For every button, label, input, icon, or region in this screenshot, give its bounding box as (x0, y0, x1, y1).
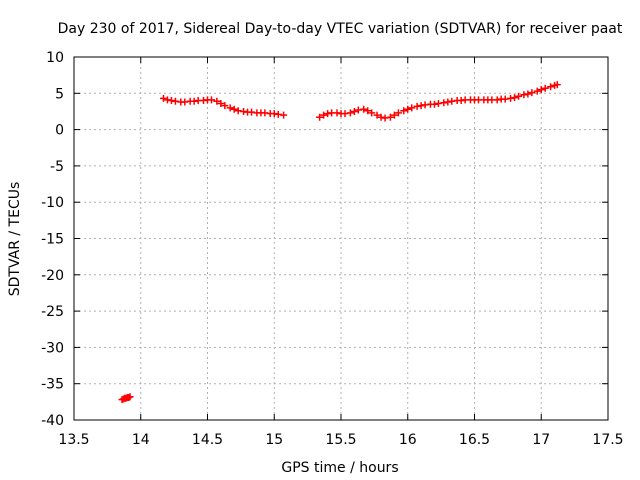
data-point (217, 99, 225, 107)
data-point (553, 81, 561, 89)
data-point (547, 83, 555, 91)
y-tick-label: 5 (55, 86, 64, 102)
y-tick-label: -20 (41, 268, 64, 284)
y-tick-label: -5 (50, 159, 64, 175)
y-tick-label: -30 (41, 340, 64, 356)
data-point (515, 92, 523, 100)
data-point (368, 109, 376, 117)
y-axis-title: SDTVAR / TECUs (7, 182, 23, 297)
data-point (408, 104, 416, 112)
data-point (221, 102, 229, 110)
chart-title: Day 230 of 2017, Sidereal Day-to-day VTE… (58, 21, 623, 37)
data-point (208, 96, 216, 104)
grid-layer (74, 57, 608, 420)
data-point (346, 109, 354, 117)
x-tick-labels: 13.5 14 14.5 15 15.5 16 16.5 17 17.5 (58, 432, 623, 448)
data-point (390, 111, 398, 119)
x-tick-label: 17.5 (592, 432, 623, 448)
data-point (360, 105, 368, 113)
plot-border (73, 56, 609, 421)
x-tick-label: 13.5 (58, 432, 89, 448)
data-point (386, 113, 394, 121)
data-point (524, 90, 532, 98)
data-point (226, 104, 234, 112)
data-point (537, 86, 545, 94)
y-tick-label: -40 (41, 413, 64, 429)
data-point (126, 393, 134, 401)
y-tick-label: -25 (41, 304, 64, 320)
data-point (350, 107, 358, 115)
x-tick-label: 17 (532, 432, 550, 448)
data-points (118, 81, 561, 404)
x-tick-label: 14 (132, 432, 150, 448)
data-point (280, 111, 288, 119)
data-point (511, 94, 519, 102)
y-tick-labels: -40 -35 -30 -25 -20 -15 -10 -5 0 5 10 (41, 50, 64, 429)
data-point (394, 109, 402, 117)
x-tick-label: 14.5 (192, 432, 223, 448)
y-tick-label: 10 (46, 50, 64, 66)
data-point (213, 97, 221, 105)
y-tick-label: 0 (55, 123, 64, 139)
data-point (316, 113, 324, 121)
x-tick-label: 15.5 (325, 432, 356, 448)
y-tick-label: -35 (41, 377, 64, 393)
data-point (320, 111, 328, 119)
data-point (230, 105, 238, 113)
data-point (533, 87, 541, 95)
x-tick-label: 16.5 (459, 432, 490, 448)
data-point (528, 89, 536, 97)
data-point (400, 107, 408, 115)
data-point (364, 107, 372, 115)
data-point (404, 105, 412, 113)
x-axis-title: GPS time / hours (281, 460, 398, 476)
x-tick-label: 16 (399, 432, 417, 448)
y-tick-label: -15 (41, 232, 64, 248)
data-point (541, 84, 549, 92)
data-point (159, 94, 167, 102)
data-point (373, 111, 381, 119)
y-tick-label: -10 (41, 195, 64, 211)
x-tick-label: 15 (265, 432, 283, 448)
